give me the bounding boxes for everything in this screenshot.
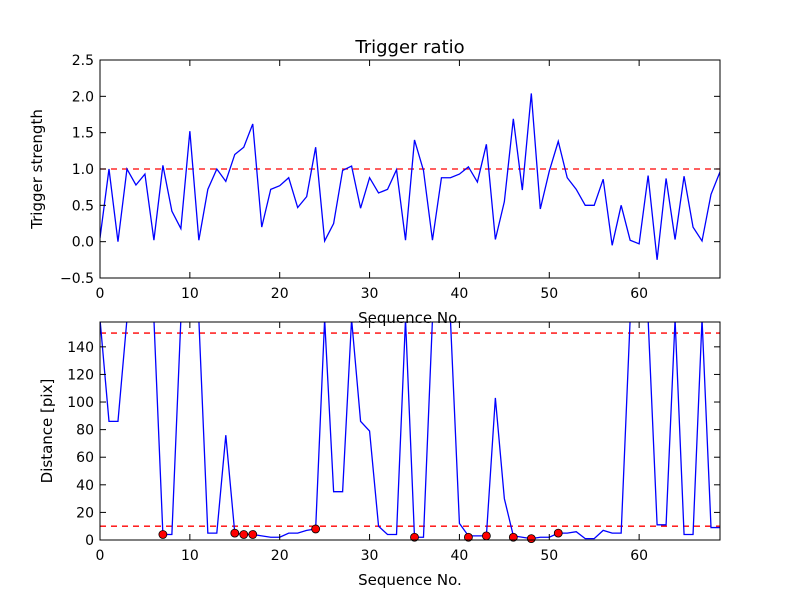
y-tick-label: −0.5 [60,271,94,287]
x-tick-label: 60 [630,286,648,302]
y-axis-label-bottom: Distance [pix] [38,379,56,484]
x-tick-label: 30 [361,286,379,302]
data-point-marker [230,528,240,538]
series-line-top [100,93,720,260]
series-line-bottom [100,322,720,540]
y-tick-label: 2.5 [72,53,94,69]
x-tick-label: 0 [96,286,105,302]
y-tick-label: 140 [67,340,94,356]
y-tick-label: 2.0 [72,89,94,105]
y-tick-label: 100 [67,395,94,411]
y-tick-label: 1.5 [72,126,94,142]
y-tick-label: 40 [76,478,94,494]
data-point-marker [248,530,258,539]
x-tick-label: 20 [271,286,289,302]
x-axis-label-top: Sequence No. [358,309,462,327]
x-tick-label: 20 [271,548,289,564]
x-tick-label: 40 [451,286,469,302]
x-axis-label-bottom: Sequence No. [358,571,462,589]
data-point-marker [526,534,536,544]
x-tick-label: 30 [361,548,379,564]
distance-plot: 0 10 20 30 40 50 60 0 20 40 60 80 100 120 140 [67,321,721,564]
plot-frame-bottom [99,321,721,541]
y-tick-label: 0 [85,533,94,549]
y-tick-label: 1.0 [72,162,94,178]
y-axis-label-top: Trigger strength [28,109,46,230]
y-tick-label: 20 [76,505,94,521]
data-point-marker [481,531,491,541]
trigger-strength-plot: 0 10 20 30 40 50 60 −0.5 0.0 0.5 1.0 1.5 2.0 2.5 [60,53,721,302]
chart-title: Trigger ratio [354,37,464,58]
y-tick-label: 120 [67,367,94,383]
y-tick-label: 80 [76,423,94,439]
data-point-marker [239,530,249,539]
data-point-marker [158,530,168,539]
x-tick-label: 50 [540,286,558,302]
data-point-marker [553,528,563,538]
data-point-marker [311,524,321,534]
y-tick-label: 0.0 [72,235,94,251]
y-tick-label: 60 [76,450,94,466]
x-tick-label: 40 [451,548,469,564]
data-point-marker [464,532,473,542]
x-tick-label: 10 [181,286,199,302]
x-tick-label: 0 [96,548,105,564]
y-tick-label: 0.5 [72,198,94,214]
data-point-marker [508,532,518,542]
x-tick-label: 60 [630,548,648,564]
x-tick-label: 10 [181,548,199,564]
x-tick-label: 50 [540,548,558,564]
data-point-marker [410,532,419,542]
